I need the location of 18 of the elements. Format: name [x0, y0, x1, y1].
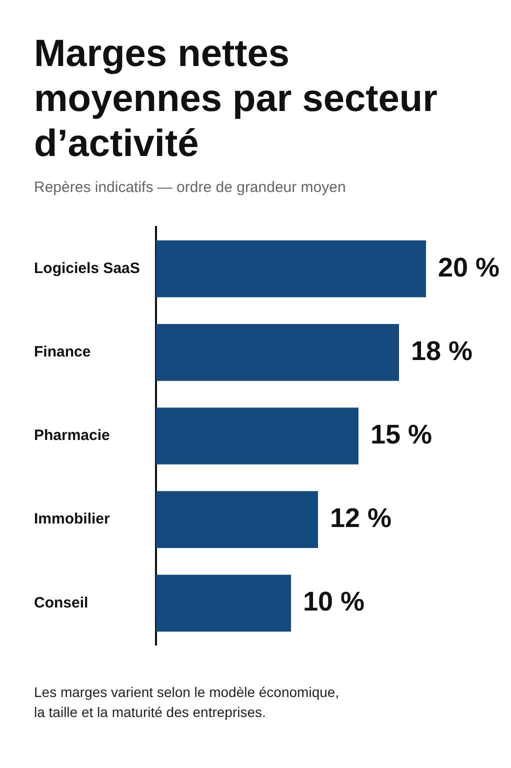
- y-tick-label: Conseil: [34, 594, 88, 612]
- chart-subtitle: Repères indicatifs — ordre de grandeur moyen: [33, 178, 347, 196]
- data-label: 18 %: [411, 336, 473, 366]
- bar: [156, 408, 358, 464]
- y-tick-label: Finance: [34, 344, 91, 361]
- bar: [156, 324, 399, 381]
- bar: [156, 574, 291, 632]
- data-label: 12 %: [330, 503, 392, 534]
- data-label: 15 %: [370, 419, 432, 450]
- data-label: 20 %: [438, 252, 500, 282]
- bar: [156, 240, 426, 298]
- y-tick-label: Immobilier: [34, 510, 110, 528]
- y-tick-label: Pharmacie: [34, 427, 110, 444]
- y-tick-label: Logiciels SaaS: [34, 260, 140, 277]
- data-label: 10 %: [303, 586, 365, 617]
- bar: [156, 491, 318, 548]
- chart-title: Marges nettes moyennes par secteur d’activité: [33, 32, 438, 167]
- text: Les marges varient selon le modèle économique, la taille et la maturité des entreprises.: [33, 683, 340, 722]
